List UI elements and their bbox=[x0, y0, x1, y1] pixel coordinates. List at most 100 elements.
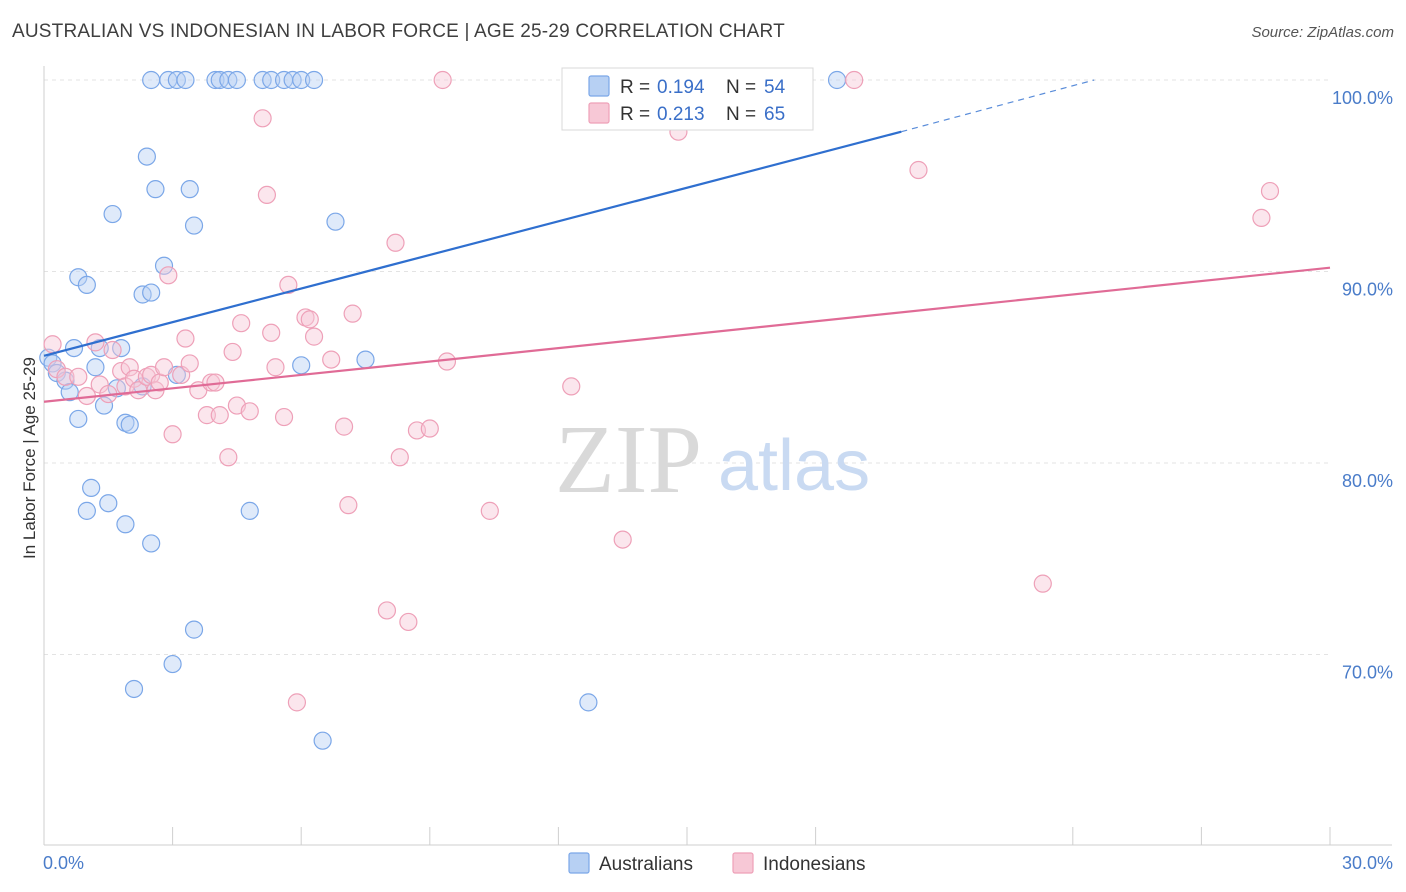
data-point bbox=[176, 70, 195, 90]
data-point bbox=[420, 419, 439, 438]
trend-line-australians bbox=[43, 130, 902, 357]
bottom-legend-swatch-indonesians bbox=[732, 852, 754, 874]
data-point bbox=[274, 407, 294, 427]
data-point bbox=[287, 693, 307, 712]
data-point bbox=[116, 515, 135, 534]
data-point bbox=[845, 70, 864, 90]
data-point bbox=[279, 275, 298, 295]
data-point bbox=[437, 352, 457, 371]
watermark: ZIP atlas bbox=[555, 406, 870, 514]
data-point bbox=[232, 314, 251, 333]
watermark-atlas: atlas bbox=[718, 426, 870, 506]
legend-swatch-australians bbox=[588, 75, 610, 97]
data-point bbox=[1260, 181, 1280, 201]
data-point bbox=[223, 342, 242, 362]
source-label: Source: ZipAtlas.com bbox=[1251, 24, 1394, 41]
data-point bbox=[82, 478, 101, 497]
data-point bbox=[154, 358, 174, 377]
tick-labels: 100.0% 90.0% 80.0% 70.0% 0.0% 30.0% bbox=[43, 88, 1393, 873]
data-point bbox=[180, 180, 199, 199]
data-point bbox=[197, 406, 216, 425]
stats-legend: R = 0.194 N = 54 R = 0.213 N = 65 bbox=[561, 67, 814, 131]
data-point bbox=[184, 620, 204, 639]
data-point bbox=[304, 70, 324, 90]
data-point bbox=[77, 275, 96, 295]
data-point bbox=[339, 496, 358, 515]
data-point bbox=[292, 356, 311, 375]
legend-r-value-indonesians: 0.213 bbox=[657, 104, 705, 125]
data-point bbox=[266, 358, 285, 377]
data-point bbox=[253, 109, 272, 128]
y-tick-label: 70.0% bbox=[1342, 663, 1393, 683]
data-point bbox=[146, 180, 165, 199]
data-point bbox=[480, 501, 499, 520]
data-point bbox=[322, 350, 341, 369]
data-point bbox=[120, 415, 139, 434]
data-point bbox=[142, 534, 161, 553]
bottom-legend-label-australians: Australians bbox=[599, 854, 693, 875]
data-point bbox=[433, 70, 452, 90]
legend-r-value-australians: 0.194 bbox=[657, 77, 705, 98]
data-point bbox=[334, 417, 354, 436]
data-point bbox=[184, 216, 204, 235]
data-point bbox=[43, 335, 62, 354]
data-point bbox=[176, 329, 195, 348]
trend-lines bbox=[43, 79, 1331, 403]
data-point bbox=[1033, 574, 1052, 593]
data-point bbox=[377, 601, 397, 620]
y-tick-label: 80.0% bbox=[1342, 471, 1393, 491]
series-indonesians-points bbox=[43, 70, 1280, 712]
data-point bbox=[827, 70, 847, 90]
data-point bbox=[343, 304, 362, 323]
x-tick-label: 0.0% bbox=[43, 853, 84, 873]
data-point bbox=[94, 396, 114, 415]
data-point bbox=[386, 233, 405, 252]
data-point bbox=[86, 358, 105, 377]
data-point bbox=[206, 70, 225, 90]
data-point bbox=[99, 494, 118, 513]
data-point bbox=[180, 354, 199, 373]
data-point bbox=[326, 212, 345, 231]
data-point bbox=[1252, 208, 1271, 227]
x-tick-label: 30.0% bbox=[1342, 853, 1393, 873]
data-point bbox=[257, 185, 277, 204]
data-point bbox=[562, 377, 581, 396]
data-point bbox=[613, 530, 632, 549]
axes bbox=[43, 66, 1392, 846]
trend-line-indonesians bbox=[43, 266, 1331, 403]
y-tick-label: 90.0% bbox=[1342, 280, 1393, 300]
data-point bbox=[356, 350, 375, 369]
y-axis-title: In Labor Force | Age 25-29 bbox=[20, 357, 39, 559]
grid-lines bbox=[44, 79, 1330, 655]
chart-title: AUSTRALIAN VS INDONESIAN IN LABOR FORCE … bbox=[12, 21, 785, 42]
data-point bbox=[300, 310, 319, 329]
data-point bbox=[909, 160, 928, 180]
legend-r-label-australians: R = bbox=[620, 77, 650, 98]
y-tick-label: 100.0% bbox=[1332, 88, 1393, 108]
data-point bbox=[137, 147, 156, 166]
data-point bbox=[124, 679, 144, 699]
data-point bbox=[292, 70, 311, 90]
legend-r-label-indonesians: R = bbox=[620, 104, 650, 125]
data-point bbox=[399, 612, 418, 632]
trend-line-australians-extension bbox=[901, 79, 1095, 133]
data-point bbox=[103, 204, 122, 224]
data-point bbox=[56, 367, 75, 386]
data-point bbox=[227, 70, 246, 90]
watermark-zip: ZIP bbox=[555, 406, 702, 514]
data-point bbox=[313, 731, 332, 750]
data-point bbox=[262, 323, 281, 342]
legend-n-label-australians: N = bbox=[726, 77, 756, 98]
data-point bbox=[163, 654, 182, 674]
data-point bbox=[210, 406, 229, 425]
series-australians-points bbox=[39, 70, 847, 750]
data-point bbox=[240, 501, 259, 520]
legend-n-label-indonesians: N = bbox=[726, 104, 756, 125]
data-point bbox=[304, 327, 324, 346]
data-point bbox=[120, 358, 139, 377]
data-point bbox=[69, 367, 88, 386]
bottom-legend-label-indonesians: Indonesians bbox=[763, 854, 865, 875]
data-point bbox=[390, 448, 409, 467]
data-point bbox=[103, 340, 122, 360]
